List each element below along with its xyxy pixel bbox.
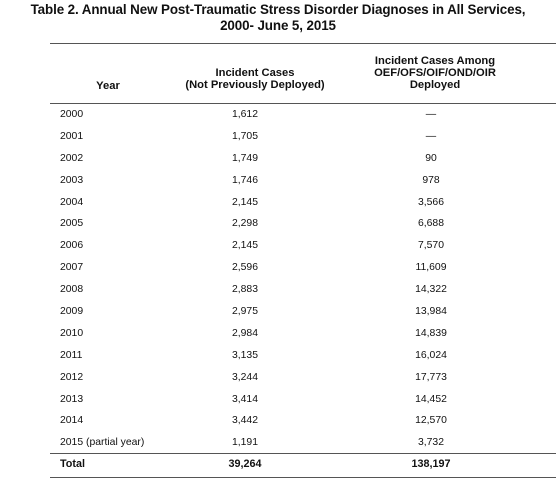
table-title-line-1: Table 2. Annual New Post-Traumatic Stres… — [30, 2, 526, 17]
table-row: 2014 3,442 12,570 — [0, 410, 556, 432]
deployed-cell: 3,566 — [417, 196, 444, 208]
table-title-line-2: 2000- June 5, 2015 — [220, 18, 336, 33]
table-row: 2003 1,746 978 — [0, 170, 556, 192]
table-row: 2009 2,975 13,984 — [0, 301, 556, 323]
table-title: Table 2. Annual New Post-Traumatic Stres… — [0, 2, 556, 34]
year-cell: 2006 — [60, 240, 84, 252]
not-deployed-cell: 3,244 — [231, 371, 258, 383]
table-row: 2012 3,244 17,773 — [0, 367, 556, 389]
table-row: 2004 2,145 3,566 — [0, 192, 556, 214]
table-row: 2000 1,612 — — [0, 104, 556, 126]
table-row: 2015 (partial year) 1,191 3,732 — [0, 432, 556, 454]
year-cell: 2009 — [60, 306, 84, 318]
deployed-cell: 14,452 — [415, 393, 447, 405]
not-deployed-cell: 3,414 — [231, 393, 258, 405]
total-not-deployed-cell: 39,264 — [228, 458, 262, 470]
not-deployed-cell: 3,135 — [231, 349, 258, 361]
column-header-not-deployed-line-1: Incident Cases — [215, 67, 295, 79]
not-deployed-cell: 2,883 — [231, 284, 258, 296]
column-header-not-deployed-line-2: (Not Previously Deployed) — [185, 79, 325, 91]
year-cell: 2008 — [60, 284, 84, 296]
deployed-cell: 3,732 — [417, 437, 444, 449]
year-cell: 2005 — [60, 218, 84, 230]
not-deployed-cell: 2,596 — [231, 262, 258, 274]
deployed-cell: — — [425, 109, 437, 120]
deployed-cell: 7,570 — [417, 240, 444, 252]
total-top-rule — [50, 453, 556, 454]
year-cell: 2011 — [60, 349, 83, 361]
column-header-deployed: Incident Cases Among OEF/OFS/OIF/OND/OIR… — [355, 55, 515, 91]
year-cell: 2001 — [60, 130, 84, 142]
not-deployed-cell: 2,984 — [231, 327, 258, 339]
deployed-cell: 16,024 — [415, 349, 447, 361]
deployed-cell: 17,773 — [415, 371, 447, 383]
deployed-cell: 14,322 — [415, 284, 447, 296]
deployed-cell: 978 — [422, 174, 440, 186]
table-row: 2008 2,883 14,322 — [0, 279, 556, 301]
deployed-cell: 13,984 — [415, 306, 447, 318]
not-deployed-cell: 2,298 — [231, 218, 258, 230]
deployed-cell: 90 — [425, 152, 437, 164]
not-deployed-cell: 3,442 — [231, 415, 258, 427]
not-deployed-cell: 1,612 — [231, 109, 258, 120]
table-body: 2000 1,612 — 2001 1,705 — 2002 1,749 90 … — [0, 104, 556, 454]
table-row: 2007 2,596 11,609 — [0, 257, 556, 279]
table-row: 2011 3,135 16,024 — [0, 345, 556, 367]
year-cell: 2002 — [60, 152, 84, 164]
column-header-deployed-line-3: Deployed — [409, 79, 461, 91]
deployed-cell: 14,839 — [415, 327, 447, 339]
not-deployed-cell: 1,749 — [231, 152, 258, 164]
table-row: 2001 1,705 — — [0, 126, 556, 148]
total-label: Total — [60, 458, 85, 470]
year-cell: 2007 — [60, 262, 84, 274]
table-row: 2006 2,145 7,570 — [0, 235, 556, 257]
year-cell: 2004 — [60, 196, 84, 208]
column-header-deployed-line-2: OEF/OFS/OIF/OND/OIR — [374, 67, 496, 79]
year-cell: 2015 (partial year) — [60, 437, 145, 449]
year-cell: 2003 — [60, 174, 84, 186]
table-bottom-rule — [50, 477, 556, 478]
table-row: 2005 2,298 6,688 — [0, 213, 556, 235]
column-header-year: Year — [96, 80, 120, 92]
not-deployed-cell: 2,975 — [231, 306, 258, 318]
year-cell: 2012 — [60, 371, 84, 383]
not-deployed-cell: 1,705 — [231, 130, 258, 142]
not-deployed-cell: 1,746 — [231, 174, 258, 186]
header-bottom-rule — [50, 103, 556, 104]
deployed-cell: 11,609 — [415, 262, 447, 274]
total-deployed-cell: 138,197 — [411, 458, 451, 470]
year-cell: 2000 — [60, 109, 84, 120]
table-row: 2013 3,414 14,452 — [0, 389, 556, 411]
column-header-deployed-line-1: Incident Cases Among — [374, 55, 496, 67]
table-row: 2002 1,749 90 — [0, 148, 556, 170]
column-header-not-deployed: Incident Cases (Not Previously Deployed) — [170, 67, 340, 91]
total-row: Total 39,264 138,197 — [0, 456, 556, 476]
year-cell: 2013 — [60, 393, 84, 405]
not-deployed-cell: 1,191 — [231, 437, 258, 449]
deployed-cell: — — [425, 130, 437, 142]
year-cell: 2010 — [60, 327, 84, 339]
deployed-cell: 6,688 — [417, 218, 444, 230]
table-row: 2010 2,984 14,839 — [0, 323, 556, 345]
not-deployed-cell: 2,145 — [231, 240, 258, 252]
table-top-rule — [50, 43, 556, 44]
deployed-cell: 12,570 — [415, 415, 447, 427]
not-deployed-cell: 2,145 — [231, 196, 258, 208]
year-cell: 2014 — [60, 415, 84, 427]
